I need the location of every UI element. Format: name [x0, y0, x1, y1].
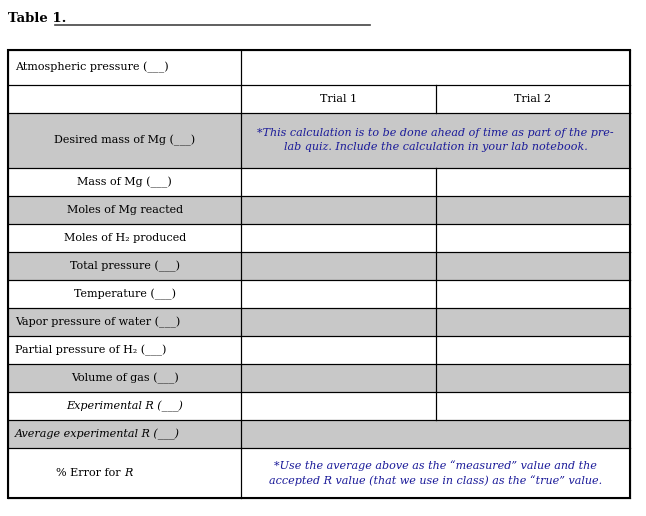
Text: % Error for: % Error for: [56, 468, 125, 478]
Bar: [241, 420, 630, 448]
Bar: [241, 113, 630, 168]
Bar: [8, 336, 241, 364]
Text: Table 1.: Table 1.: [8, 11, 67, 24]
Bar: [241, 50, 630, 85]
Bar: [241, 336, 435, 364]
Bar: [435, 196, 630, 224]
Text: Vapor pressure of water (___): Vapor pressure of water (___): [15, 316, 180, 328]
Bar: [8, 196, 241, 224]
Bar: [241, 224, 435, 252]
Text: Atmospheric pressure (___): Atmospheric pressure (___): [15, 62, 169, 73]
Bar: [241, 280, 435, 308]
Text: Experimental R (___): Experimental R (___): [66, 400, 183, 412]
Bar: [435, 392, 630, 420]
Bar: [8, 448, 241, 498]
Text: Moles of Mg reacted: Moles of Mg reacted: [67, 205, 183, 215]
Bar: [241, 392, 435, 420]
Text: Volume of gas (___): Volume of gas (___): [71, 373, 178, 383]
Bar: [435, 364, 630, 392]
Bar: [8, 308, 241, 336]
Text: Partial pressure of H₂ (___): Partial pressure of H₂ (___): [15, 344, 167, 356]
Text: Temperature (___): Temperature (___): [74, 288, 176, 300]
Bar: [8, 168, 241, 196]
Text: *This calculation is to be done ahead of time as part of the pre-
lab quiz. Incl: *This calculation is to be done ahead of…: [257, 128, 614, 153]
Bar: [8, 224, 241, 252]
Bar: [435, 224, 630, 252]
Text: Mass of Mg (___): Mass of Mg (___): [78, 176, 172, 188]
Text: Trial 1: Trial 1: [320, 94, 357, 104]
Bar: [8, 252, 241, 280]
Bar: [241, 308, 435, 336]
Bar: [8, 364, 241, 392]
Bar: [435, 336, 630, 364]
Bar: [8, 420, 241, 448]
Bar: [241, 85, 435, 113]
Bar: [435, 252, 630, 280]
Bar: [435, 280, 630, 308]
Bar: [241, 448, 630, 498]
Text: *Use the average above as the “measured” value and the
accepted R value (that we: *Use the average above as the “measured”…: [269, 460, 602, 486]
Bar: [8, 392, 241, 420]
Text: Moles of H₂ produced: Moles of H₂ produced: [63, 233, 186, 243]
Text: Desired mass of Mg (___): Desired mass of Mg (___): [54, 135, 195, 146]
Bar: [8, 50, 630, 498]
Bar: [241, 168, 435, 196]
Text: Trial 2: Trial 2: [514, 94, 552, 104]
Bar: [8, 85, 241, 113]
Bar: [435, 85, 630, 113]
Bar: [435, 308, 630, 336]
Text: Total pressure (___): Total pressure (___): [70, 261, 180, 271]
Bar: [241, 364, 435, 392]
Bar: [8, 113, 241, 168]
Bar: [8, 280, 241, 308]
Text: Average experimental R (___): Average experimental R (___): [15, 428, 180, 440]
Text: R: R: [125, 468, 133, 478]
Bar: [241, 252, 435, 280]
Bar: [8, 50, 241, 85]
Bar: [435, 168, 630, 196]
Bar: [241, 196, 435, 224]
